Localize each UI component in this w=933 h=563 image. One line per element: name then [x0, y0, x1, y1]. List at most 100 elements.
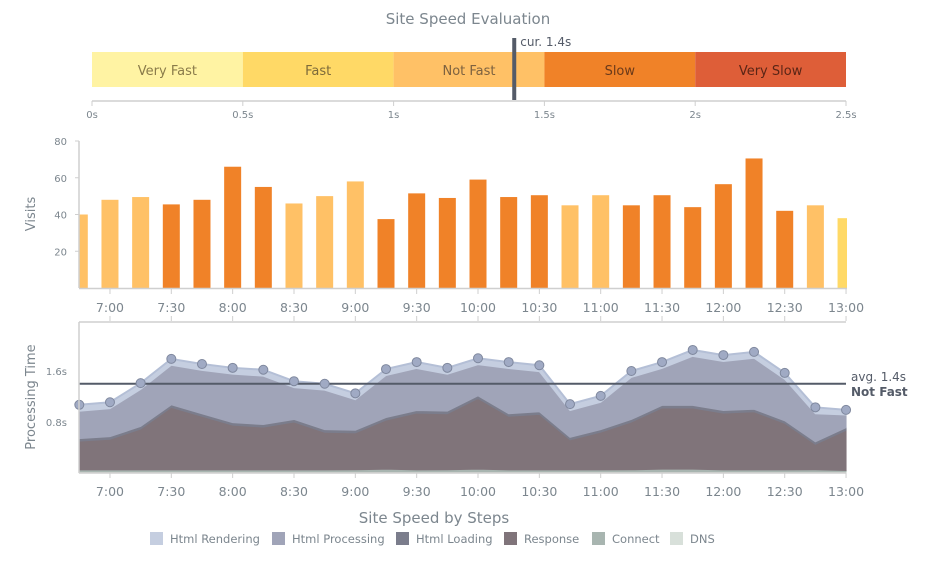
point-13:00[interactable] — [841, 404, 852, 415]
y-tick-label: 0.8s — [46, 418, 67, 429]
point-12:45[interactable] — [810, 402, 821, 413]
bar-11:15 — [622, 205, 640, 288]
range-slow — [544, 52, 696, 87]
point-9:45[interactable] — [442, 362, 453, 373]
total-line — [79, 348, 847, 411]
point-9:15[interactable] — [381, 364, 391, 375]
x-tick-label: 9:30 — [403, 300, 431, 315]
x-tick-label: 10:00 — [460, 300, 496, 315]
legend-swatch — [504, 532, 517, 545]
gauge-title: Site Speed Evaluation — [386, 10, 551, 28]
gauge-tick-label: 1s — [388, 110, 400, 121]
point-7:30[interactable] — [166, 353, 177, 364]
bar-11:45 — [684, 207, 702, 288]
bar-8:15 — [254, 186, 272, 288]
point-10:30[interactable] — [534, 360, 545, 371]
x-tick-label: 11:00 — [583, 300, 619, 315]
x-tick-label: 7:30 — [157, 484, 185, 499]
point-11:30[interactable] — [657, 357, 668, 368]
bar-7:15 — [132, 197, 150, 288]
x-tick-label: 13:00 — [828, 300, 864, 315]
bar-9:00 — [346, 181, 364, 288]
legend-label: Response — [524, 532, 579, 546]
point-7:15[interactable] — [135, 378, 146, 389]
legend-label: Html Loading — [416, 532, 493, 546]
x-tick-label: 9:30 — [403, 484, 431, 499]
point-9:30[interactable] — [411, 357, 422, 368]
point-7:45[interactable] — [196, 358, 207, 369]
bar-9:15 — [377, 219, 395, 288]
x-tick-label: 11:30 — [644, 300, 680, 315]
bar-11:00 — [592, 195, 610, 288]
range-label: Slow — [605, 64, 636, 79]
point-11:15[interactable] — [626, 366, 637, 376]
bar-7:45 — [193, 199, 211, 288]
point-11:45[interactable] — [687, 344, 698, 355]
point-12:15[interactable] — [749, 346, 760, 357]
visits-bar-chart: 20 40 60 80 Visits 7:00 7:30 8:00 8:30 9:00 9:30 10… — [24, 137, 864, 321]
bar-6:45 — [79, 214, 88, 288]
x-tick-label: 8:00 — [219, 300, 247, 315]
x-tick-label: 11:30 — [644, 484, 680, 499]
point-12:30[interactable] — [779, 367, 790, 378]
range-fast — [242, 52, 394, 87]
x-tick-label: 7:30 — [157, 300, 185, 315]
gauge-tick-label: 2s — [689, 110, 701, 121]
bar-12:15 — [745, 158, 763, 288]
bar-12:30 — [776, 210, 794, 288]
current-label: cur. 1.4s — [520, 35, 571, 49]
point-8:00[interactable] — [227, 362, 238, 373]
bar-8:30 — [285, 203, 303, 288]
bar-10:15 — [500, 197, 518, 288]
average-rating: Not Fast — [851, 385, 908, 399]
point-12:00[interactable] — [718, 350, 729, 361]
point-10:45[interactable] — [565, 399, 576, 410]
bar-10:00 — [469, 179, 487, 288]
bar-7:30 — [162, 204, 180, 288]
point-8:15[interactable] — [258, 364, 269, 375]
y-tick-label: 20 — [54, 247, 67, 258]
x-tick-label: 12:00 — [705, 300, 741, 315]
x-tick-label: 8:00 — [219, 484, 247, 499]
x-tick-label: 8:30 — [280, 300, 308, 315]
legend-label: Connect — [612, 532, 660, 546]
point-10:15[interactable] — [503, 357, 514, 368]
x-tick-label: 11:00 — [583, 484, 619, 499]
gauge-tick-label: 0s — [86, 110, 98, 121]
legend-label: Html Processing — [292, 532, 385, 546]
legend-swatch — [670, 532, 683, 545]
point-7:00[interactable] — [104, 397, 115, 408]
legend-item-connect[interactable]: Connect — [592, 532, 660, 546]
y-tick-label: 1.6s — [46, 367, 67, 378]
y-axis-title: Processing Time — [24, 344, 39, 449]
legend-item-html-rendering[interactable]: Html Rendering — [150, 532, 260, 546]
x-tick-label: 12:30 — [767, 484, 803, 499]
legend-item-dns[interactable]: DNS — [670, 532, 715, 546]
x-tick-label: 10:30 — [521, 300, 557, 315]
legend-swatch — [592, 532, 605, 545]
bar-12:45 — [806, 205, 824, 288]
x-tick-label: 9:00 — [341, 300, 369, 315]
y-tick-label: 40 — [54, 211, 67, 222]
bar-8:00 — [224, 166, 242, 288]
range-label: Fast — [305, 64, 331, 79]
bar-9:45 — [438, 197, 456, 288]
x-tick-label: 9:00 — [341, 484, 369, 499]
bar-13:00 — [837, 218, 847, 288]
point-10:00[interactable] — [473, 353, 484, 364]
point-8:30[interactable] — [288, 376, 299, 387]
legend-item-response[interactable]: Response — [504, 532, 579, 546]
point-8:45[interactable] — [319, 378, 330, 389]
x-tick-label: 10:30 — [521, 484, 557, 499]
range-label: Very Fast — [138, 64, 197, 79]
bar-10:30 — [530, 195, 548, 288]
point-9:00[interactable] — [350, 388, 361, 399]
steps-chart-title: Site Speed by Steps — [359, 509, 510, 527]
range-not-fast — [393, 52, 545, 87]
y-tick-label: 80 — [54, 137, 67, 148]
point-11:00[interactable] — [595, 390, 606, 401]
legend-item-html-processing[interactable]: Html Processing — [272, 532, 385, 546]
legend-item-html-loading[interactable]: Html Loading — [396, 532, 493, 546]
bar-8:45 — [316, 196, 334, 288]
